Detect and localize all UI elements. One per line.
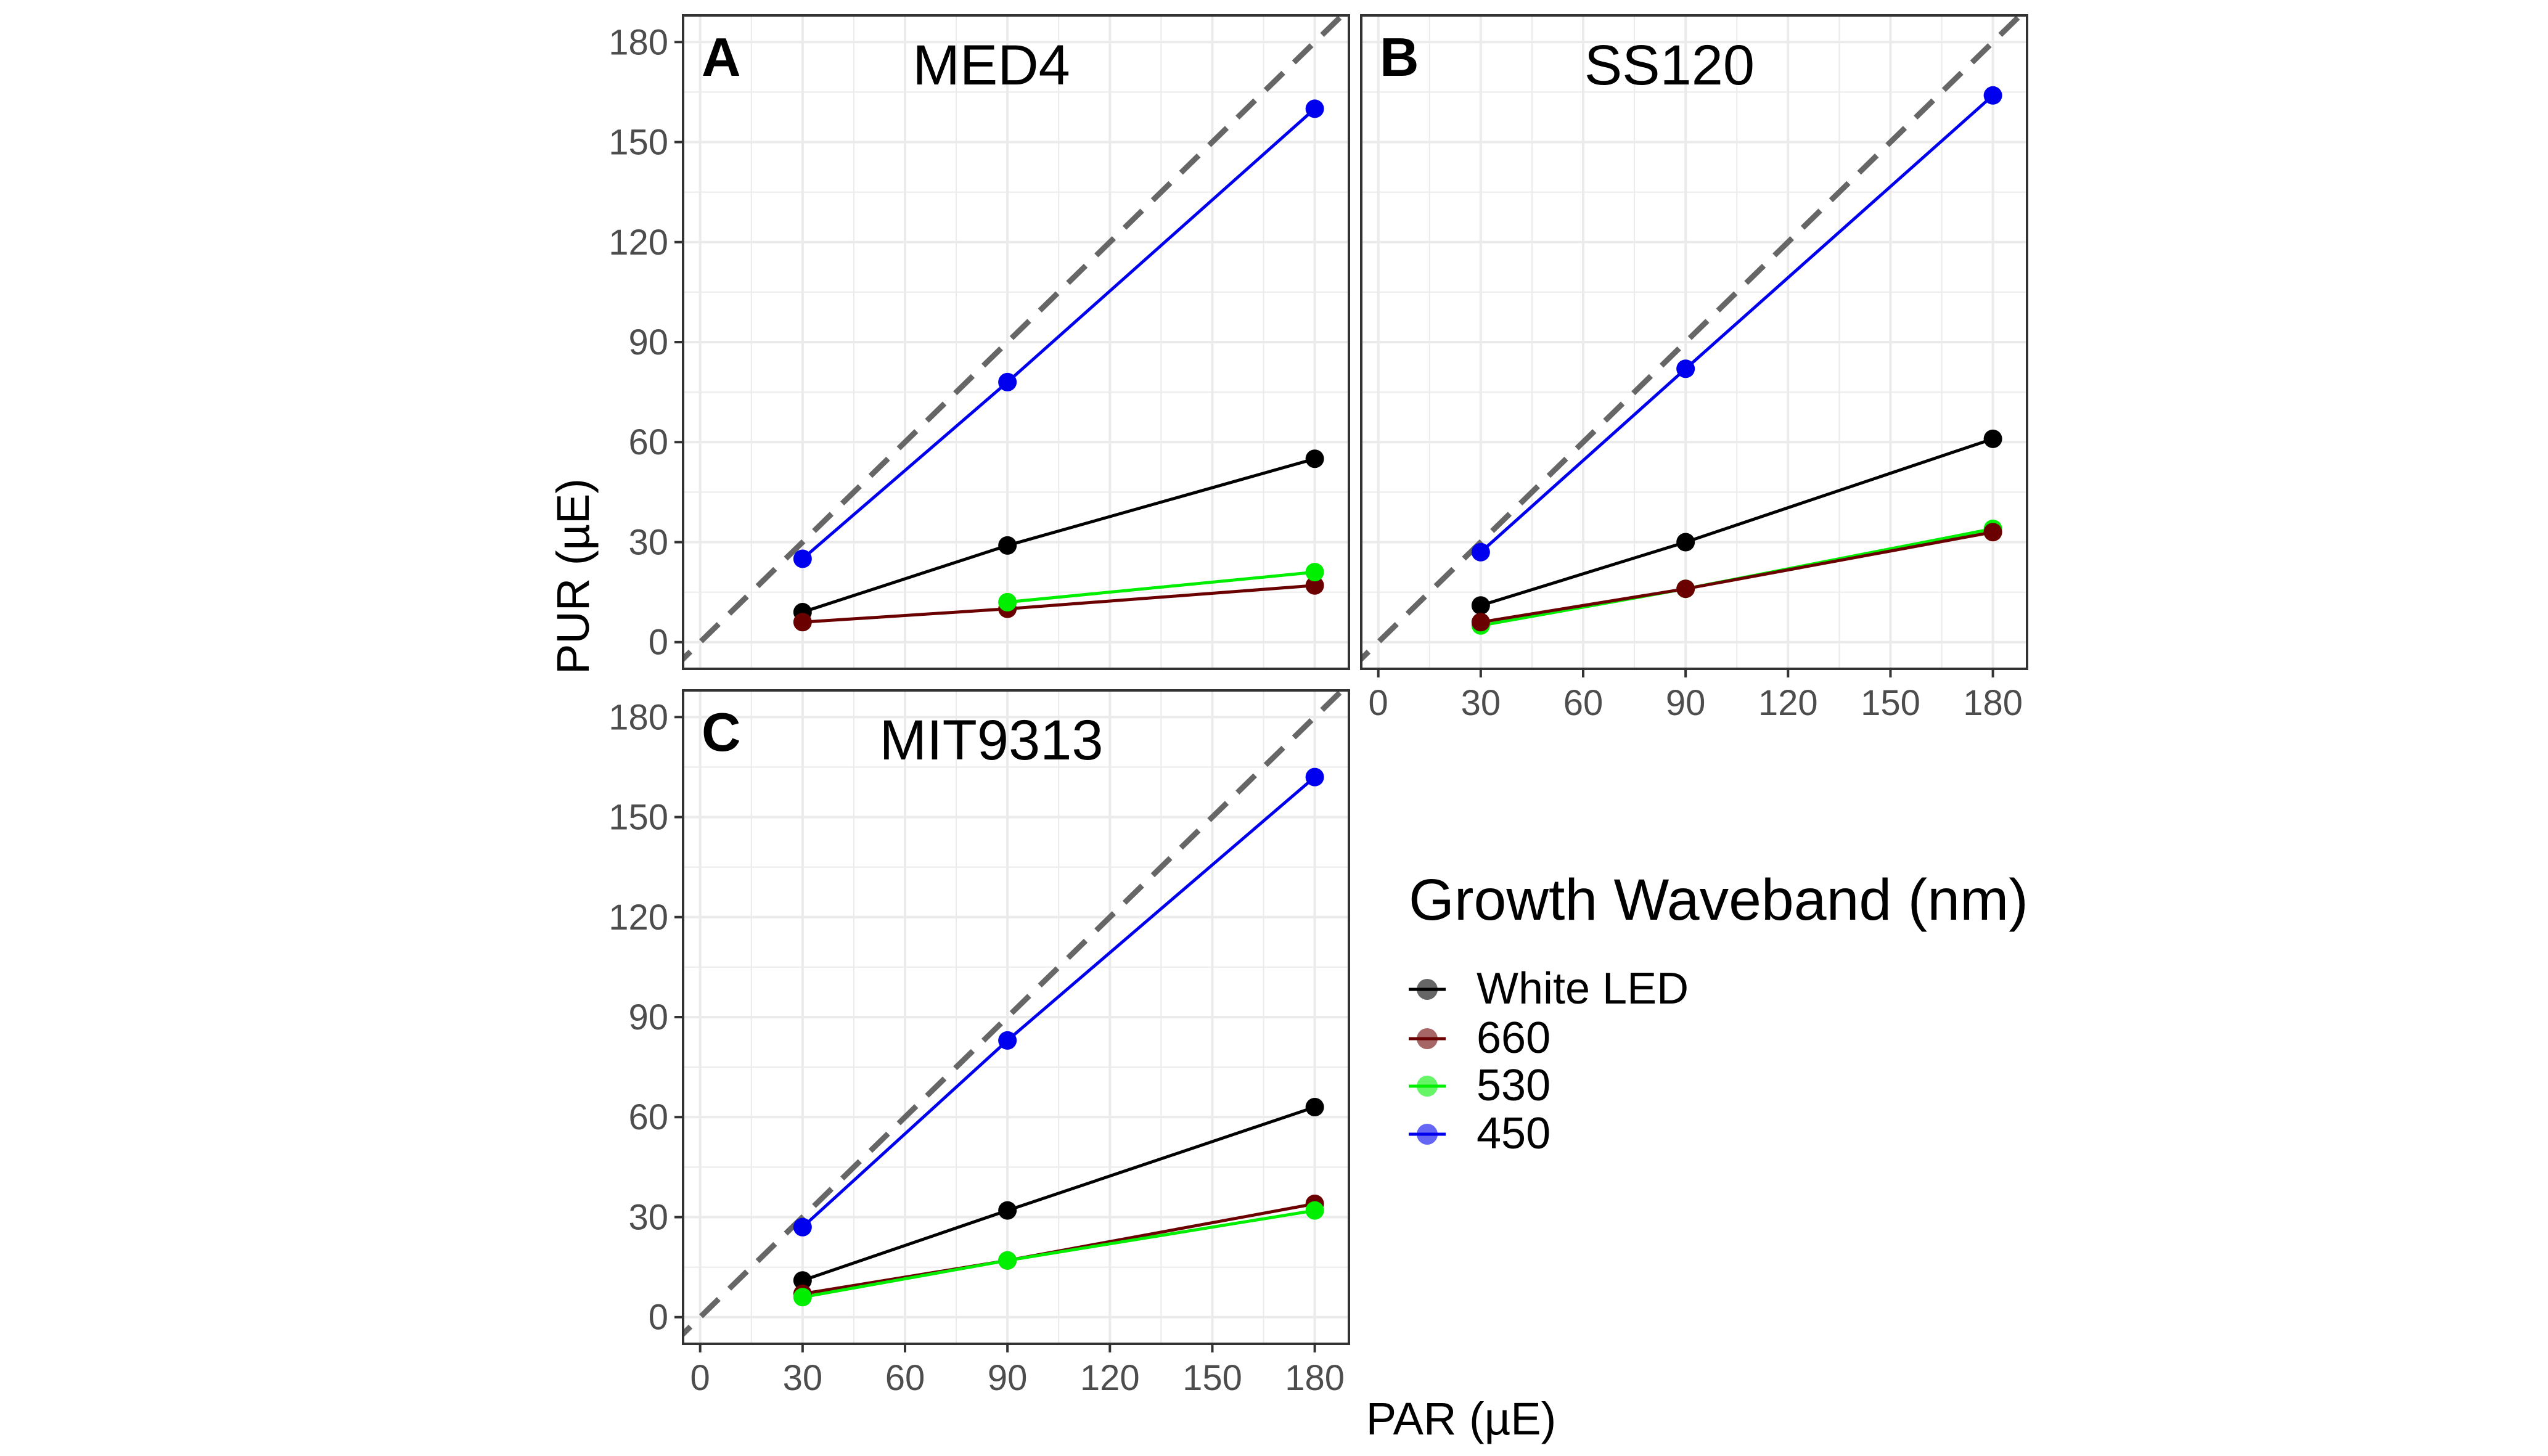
data-point (1305, 563, 1324, 582)
data-point (793, 1271, 812, 1290)
x-tick-label: 60 (885, 1358, 925, 1398)
y-tick-label: 30 (628, 522, 668, 562)
y-tick-label: 60 (628, 1097, 668, 1137)
x-tick-label: 0 (690, 1358, 710, 1398)
legend-label: 660 (1477, 1013, 1551, 1063)
data-point (1471, 613, 1490, 632)
data-point (1983, 429, 2002, 448)
x-axis-title: PAR (µE) (1366, 1393, 1557, 1444)
data-point (1676, 359, 1695, 378)
legend-key-point (1417, 1076, 1438, 1097)
y-tick-label: 150 (608, 123, 668, 163)
y-tick-label: 0 (649, 623, 668, 663)
legend-item: 660 (1409, 1013, 1551, 1063)
data-point (793, 1288, 812, 1307)
data-point (998, 536, 1017, 555)
data-point (1676, 579, 1695, 599)
panel-data-area (683, 690, 1346, 1338)
panel-data-area (1361, 15, 2025, 663)
legend-label: 530 (1477, 1061, 1551, 1110)
data-point (793, 613, 812, 632)
data-point (1305, 1201, 1324, 1220)
y-axis-title: PUR (µE) (547, 478, 599, 674)
x-tick-label: 90 (1666, 683, 1706, 723)
x-tick-label: 150 (1861, 683, 1920, 723)
data-point (1305, 767, 1324, 787)
y-tick-label: 180 (608, 22, 668, 62)
panel-border (1360, 14, 2028, 670)
x-tick-label: 150 (1182, 1358, 1242, 1398)
legend-item: 530 (1409, 1061, 1551, 1110)
legend-label: 450 (1477, 1109, 1551, 1158)
x-tick-label: 180 (1285, 1358, 1345, 1398)
data-point (1305, 576, 1324, 595)
x-tick-label: 60 (1563, 683, 1604, 723)
x-tick-label: 120 (1080, 1358, 1140, 1398)
panel-c: 0 30 60 90 120 150 180 0 30 60 90 120 150 180 C MIT9313 (608, 689, 1350, 1398)
x-tick-label: 90 (988, 1358, 1028, 1398)
panel-data-area (683, 15, 1346, 663)
x-tick-label: 30 (783, 1358, 823, 1398)
panel-title: MIT9313 (879, 709, 1103, 772)
panel-letter: A (702, 27, 741, 88)
legend-item: White LED (1409, 964, 1689, 1013)
data-point (1983, 86, 2002, 105)
series-line (1007, 570, 1315, 604)
y-tick-label: 90 (628, 322, 668, 362)
data-point (998, 1031, 1017, 1050)
panel-letter: B (1380, 27, 1419, 88)
legend-key-point (1417, 979, 1438, 1000)
data-point (998, 372, 1017, 391)
data-point (1471, 596, 1490, 615)
data-point (998, 1201, 1017, 1220)
y-tick-label: 60 (628, 422, 668, 462)
data-point (1471, 542, 1490, 562)
data-point (998, 592, 1017, 611)
x-tick-label: 180 (1963, 683, 2023, 723)
legend-key-point (1417, 1124, 1438, 1145)
panel-a: 0 30 60 90 120 150 180 A MED4 (608, 14, 1350, 670)
panel-title: SS120 (1584, 34, 1755, 97)
data-point (793, 549, 812, 568)
panel-b: 0 30 60 90 120 150 180 B SS120 (1360, 14, 2028, 723)
data-point (1305, 1098, 1324, 1117)
x-tick-label: 0 (1369, 683, 1388, 723)
panel-letter: C (702, 701, 741, 763)
y-tick-label: 0 (649, 1298, 668, 1338)
y-tick-label: 90 (628, 997, 668, 1037)
y-tick-label: 30 (628, 1197, 668, 1237)
data-point (1305, 449, 1324, 468)
data-point (1983, 523, 2002, 542)
x-tick-label: 120 (1758, 683, 1818, 723)
legend-title: Growth Waveband (nm) (1409, 867, 2028, 933)
legend-key-point (1417, 1028, 1438, 1049)
panel-title: MED4 (912, 34, 1070, 97)
y-tick-label: 150 (608, 798, 668, 838)
y-tick-label: 120 (608, 898, 668, 938)
x-tick-label: 30 (1461, 683, 1501, 723)
legend: Growth Waveband (nm) White LED 660 530 4… (1409, 867, 2028, 1158)
y-tick-label: 180 (608, 697, 668, 737)
y-tick-label: 120 (608, 223, 668, 263)
data-point (1676, 533, 1695, 552)
data-point (793, 1217, 812, 1237)
data-point (998, 1251, 1017, 1270)
legend-label: White LED (1477, 964, 1689, 1013)
data-point (1305, 99, 1324, 118)
legend-item: 450 (1409, 1109, 1551, 1158)
